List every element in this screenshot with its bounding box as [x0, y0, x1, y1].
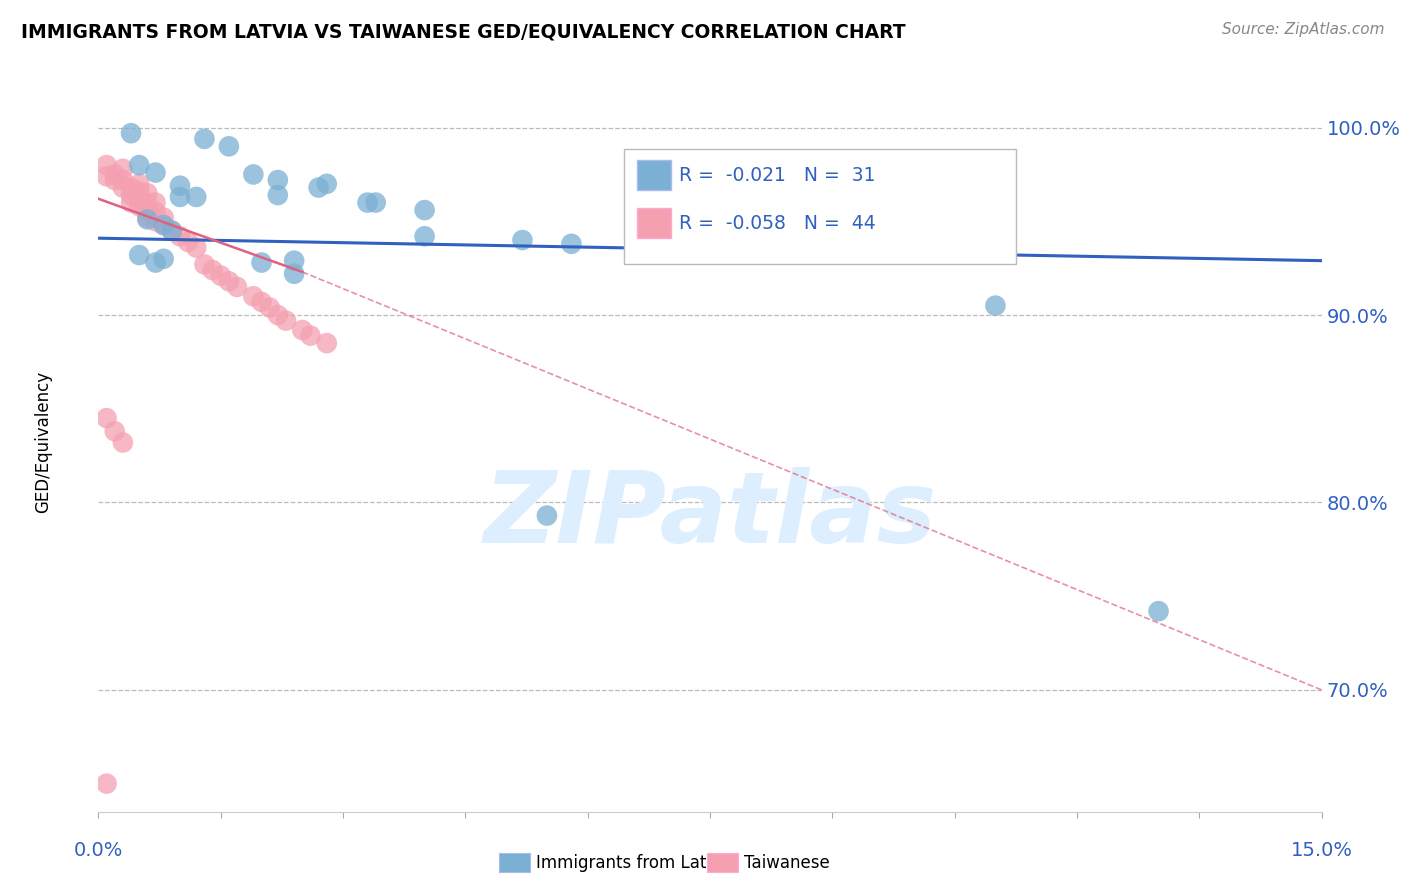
Immigrants from Latvia: [152, 252, 174, 266]
Taiwanese: [193, 257, 215, 271]
Text: Source: ZipAtlas.com: Source: ZipAtlas.com: [1222, 22, 1385, 37]
Taiwanese: [128, 177, 150, 191]
Taiwanese: [111, 173, 134, 187]
Text: ZIPatlas: ZIPatlas: [484, 467, 936, 564]
Immigrants from Latvia: [145, 255, 167, 269]
Immigrants from Latvia: [120, 126, 142, 140]
Taiwanese: [136, 211, 159, 225]
Text: 15.0%: 15.0%: [1291, 841, 1353, 861]
Taiwanese: [299, 328, 322, 343]
Taiwanese: [186, 241, 208, 255]
Immigrants from Latvia: [1147, 604, 1170, 618]
Immigrants from Latvia: [169, 190, 191, 204]
Text: R =  -0.058   N =  44: R = -0.058 N = 44: [679, 213, 876, 233]
Taiwanese: [145, 214, 167, 228]
Taiwanese: [291, 323, 314, 337]
Text: R =  -0.021   N =  31: R = -0.021 N = 31: [679, 166, 876, 185]
Taiwanese: [242, 289, 264, 303]
Taiwanese: [209, 268, 232, 283]
Immigrants from Latvia: [193, 132, 215, 146]
Immigrants from Latvia: [152, 218, 174, 232]
Immigrants from Latvia: [413, 202, 436, 217]
Taiwanese: [111, 180, 134, 194]
Taiwanese: [96, 776, 118, 790]
Taiwanese: [104, 173, 127, 187]
Immigrants from Latvia: [267, 188, 290, 202]
Immigrants from Latvia: [364, 195, 387, 210]
Immigrants from Latvia: [283, 253, 305, 268]
Taiwanese: [96, 169, 118, 184]
Taiwanese: [136, 202, 159, 217]
Text: Immigrants from Latvia: Immigrants from Latvia: [536, 854, 731, 871]
Immigrants from Latvia: [128, 248, 150, 262]
Taiwanese: [96, 411, 118, 425]
Text: 0.0%: 0.0%: [73, 841, 124, 861]
Immigrants from Latvia: [242, 168, 264, 182]
Immigrants from Latvia: [160, 224, 183, 238]
Taiwanese: [111, 435, 134, 450]
Text: IMMIGRANTS FROM LATVIA VS TAIWANESE GED/EQUIVALENCY CORRELATION CHART: IMMIGRANTS FROM LATVIA VS TAIWANESE GED/…: [21, 22, 905, 41]
Immigrants from Latvia: [536, 508, 558, 523]
Immigrants from Latvia: [267, 173, 290, 187]
Taiwanese: [128, 192, 150, 206]
Immigrants from Latvia: [250, 255, 273, 269]
Taiwanese: [274, 313, 297, 327]
Taiwanese: [152, 211, 174, 225]
Taiwanese: [152, 218, 174, 232]
Taiwanese: [169, 229, 191, 244]
Taiwanese: [111, 161, 134, 176]
Taiwanese: [226, 280, 249, 294]
Immigrants from Latvia: [218, 139, 240, 153]
Taiwanese: [145, 205, 167, 219]
Taiwanese: [120, 195, 142, 210]
Taiwanese: [315, 336, 337, 351]
Taiwanese: [104, 424, 127, 438]
Immigrants from Latvia: [308, 180, 330, 194]
Immigrants from Latvia: [356, 195, 378, 210]
Immigrants from Latvia: [984, 299, 1007, 313]
Taiwanese: [177, 235, 200, 249]
Immigrants from Latvia: [413, 229, 436, 244]
Immigrants from Latvia: [145, 165, 167, 179]
Immigrants from Latvia: [128, 158, 150, 172]
Immigrants from Latvia: [136, 212, 159, 227]
Taiwanese: [136, 195, 159, 210]
Taiwanese: [136, 186, 159, 201]
Taiwanese: [250, 294, 273, 309]
Taiwanese: [128, 184, 150, 198]
Taiwanese: [128, 199, 150, 213]
Taiwanese: [160, 224, 183, 238]
FancyBboxPatch shape: [637, 209, 671, 238]
Taiwanese: [259, 301, 281, 315]
Taiwanese: [96, 158, 118, 172]
Immigrants from Latvia: [315, 177, 337, 191]
Immigrants from Latvia: [283, 267, 305, 281]
Taiwanese: [145, 195, 167, 210]
FancyBboxPatch shape: [624, 149, 1015, 264]
Immigrants from Latvia: [186, 190, 208, 204]
Text: Taiwanese: Taiwanese: [744, 854, 830, 871]
Taiwanese: [267, 308, 290, 322]
Immigrants from Latvia: [169, 178, 191, 193]
Immigrants from Latvia: [560, 236, 582, 251]
FancyBboxPatch shape: [637, 161, 671, 190]
Taiwanese: [120, 180, 142, 194]
Text: GED/Equivalency: GED/Equivalency: [34, 370, 52, 513]
Taiwanese: [120, 188, 142, 202]
Taiwanese: [104, 168, 127, 182]
Taiwanese: [201, 263, 224, 277]
Taiwanese: [218, 274, 240, 288]
Immigrants from Latvia: [512, 233, 534, 247]
